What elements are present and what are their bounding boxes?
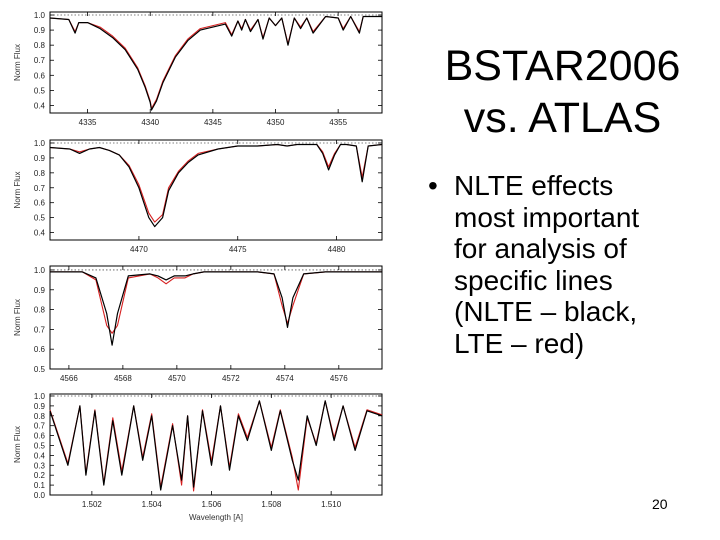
y-tick-label: 0.3 xyxy=(34,461,46,470)
x-tick-label: 4568 xyxy=(114,374,132,383)
y-tick-label: 0.0 xyxy=(34,491,46,500)
y-tick-label: 0.4 xyxy=(34,101,46,110)
spectrum-panel-1: 0.4 0.5 0.6 0.7 0.8 0.9 1.0 4335 4340 4345 4350 435… xyxy=(13,11,383,127)
y-tick-label: 0.6 xyxy=(34,345,46,354)
x-tick-label: 4566 xyxy=(60,374,78,383)
x-tick-label: 4335 xyxy=(79,118,97,127)
title-line-2: vs. ATLAS xyxy=(463,94,662,142)
y-tick-label: 0.8 xyxy=(34,412,46,421)
bullet-marker: • xyxy=(428,170,438,201)
x-tick-label: 4572 xyxy=(222,374,240,383)
y-tick-label: 0.5 xyxy=(34,86,46,95)
y-tick-label: 0.7 xyxy=(34,184,46,193)
lte-spectrum-line xyxy=(49,143,383,223)
x-tick-label: 4480 xyxy=(328,245,346,254)
x-tick-label: 4475 xyxy=(229,245,247,254)
y-tick-label: 0.9 xyxy=(34,402,46,411)
y-tick-label: 0.1 xyxy=(34,481,46,490)
y-tick-label: 0.9 xyxy=(34,154,46,163)
x-tick-label: 4350 xyxy=(267,118,285,127)
plot-frame xyxy=(49,393,383,496)
y-tick-label: 0.2 xyxy=(34,471,46,480)
spectrum-panel-2: 0.4 0.5 0.6 0.7 0.8 0.9 1.0 4470 4475 4480 Norm Fl… xyxy=(13,139,383,254)
y-tick-label: 0.7 xyxy=(34,56,46,65)
y-tick-label: 0.5 xyxy=(34,214,46,223)
x-tick-label: 4345 xyxy=(204,118,222,127)
y-tick-label: 0.8 xyxy=(34,306,46,315)
y-tick-label: 0.8 xyxy=(34,41,46,50)
nlte-spectrum-line xyxy=(50,271,382,346)
nlte-spectrum-line xyxy=(49,143,383,228)
plot-frame xyxy=(49,265,383,370)
plot-frame xyxy=(49,11,383,114)
nlte-spectrum-line xyxy=(49,400,383,491)
title-line-1: BSTAR2006 xyxy=(444,42,681,90)
nlte-spectrum-line xyxy=(49,15,382,111)
x-tick-label: 4576 xyxy=(330,374,348,383)
y-tick-label: 0.4 xyxy=(34,451,46,460)
y-tick-label: 0.5 xyxy=(34,441,46,450)
x-tick-label: 1.510 xyxy=(321,500,342,509)
x-tick-label: 4355 xyxy=(329,118,347,127)
x-tick-label: 4340 xyxy=(141,118,159,127)
spectrum-panel-3: 0.5 0.6 0.7 0.8 0.9 1.0 4566 4568 4570 4572 4574 45… xyxy=(13,265,383,383)
x-tick-label: 4570 xyxy=(168,374,186,383)
x-tick-label: 4574 xyxy=(276,374,294,383)
lte-spectrum-line xyxy=(49,400,383,492)
y-tick-label: 1.0 xyxy=(34,139,46,148)
y-tick-label: 0.6 xyxy=(34,199,46,208)
y-tick-label: 0.5 xyxy=(34,365,46,374)
x-tick-label: 1.504 xyxy=(142,500,163,509)
y-tick-label: 0.9 xyxy=(34,26,46,35)
y-tick-label: 0.6 xyxy=(34,71,46,80)
y-tick-label: 0.4 xyxy=(34,229,46,238)
x-tick-label: 1.508 xyxy=(261,500,282,509)
plot-frame xyxy=(49,139,383,241)
bullet-text: NLTE effects most important for analysis… xyxy=(454,170,640,359)
y-axis-label: Norm Flux xyxy=(13,44,22,81)
y-tick-label: 0.7 xyxy=(34,422,46,431)
spectrum-panel-4: 0.00.10.20.30.40.50.60.70.80.91.0 1.502 1.… xyxy=(13,392,383,522)
x-tick-label: 1.506 xyxy=(201,500,222,509)
y-axis-label: Norm Flux xyxy=(13,426,22,463)
y-axis-label: Norm Flux xyxy=(13,299,22,336)
y-tick-label: 1.0 xyxy=(34,392,46,401)
y-tick-label: 0.8 xyxy=(34,169,46,178)
y-tick-label: 1.0 xyxy=(34,266,46,275)
y-tick-label: 0.6 xyxy=(34,432,46,441)
slide-title: BSTAR2006 vs. ATLAS xyxy=(420,40,705,144)
y-tick-label: 1.0 xyxy=(34,11,46,20)
x-axis-label: Wavelength [A] xyxy=(189,513,243,522)
slide-number: 20 xyxy=(652,496,668,512)
y-axis-label: Norm Flux xyxy=(13,172,22,209)
lte-spectrum-line xyxy=(50,271,382,334)
y-tick-label: 0.7 xyxy=(34,325,46,334)
lte-spectrum-line xyxy=(49,15,382,110)
x-tick-label: 1.502 xyxy=(82,500,103,509)
y-tick-label: 0.9 xyxy=(34,286,46,295)
x-tick-label: 4470 xyxy=(130,245,148,254)
